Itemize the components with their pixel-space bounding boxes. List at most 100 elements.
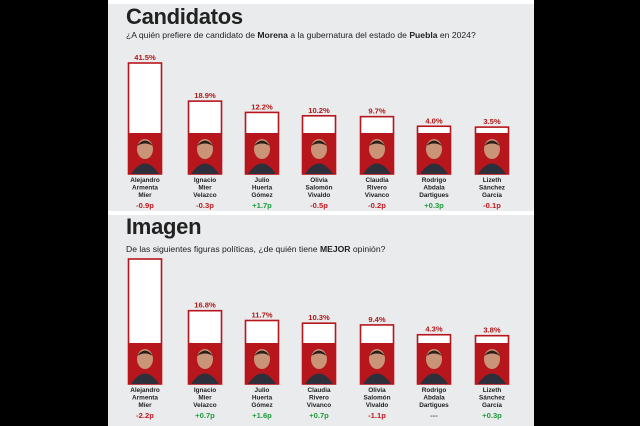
category-label: Huerta: [252, 185, 273, 192]
category-label: Mier: [198, 395, 212, 402]
change-label: -0.1p: [483, 201, 501, 210]
section-title-imagen: Imagen: [126, 214, 202, 239]
category-label: Dartigues: [419, 192, 449, 199]
category-label: Rodrigo: [422, 387, 447, 394]
hair-icon: [254, 350, 270, 356]
category-label: Mier: [138, 192, 152, 199]
hair-icon: [197, 350, 213, 356]
question-fragment: Morena: [257, 30, 288, 40]
category-label: Vivaldo: [366, 402, 389, 409]
person-silhouette-icon: [248, 163, 276, 174]
question-fragment: De las siguientes figuras políticas, ¿de…: [126, 244, 320, 254]
hair-icon: [426, 140, 442, 146]
category-label: Alejandro: [130, 387, 160, 394]
person-silhouette-icon: [478, 373, 506, 384]
category-label: Vivanco: [365, 192, 389, 199]
person-silhouette-icon: [420, 373, 448, 384]
category-label: Gómez: [251, 192, 272, 199]
value-label: 4.0%: [425, 116, 443, 125]
category-label: Dartigues: [419, 402, 449, 409]
person-silhouette-icon: [248, 373, 276, 384]
value-label: 9.7%: [368, 107, 386, 116]
category-label: Ignacio: [194, 177, 216, 184]
change-label: +0.3p: [482, 411, 502, 420]
change-label: +1.7p: [252, 201, 272, 210]
change-label: +0.7p: [309, 411, 329, 420]
category-label: Mier: [198, 185, 212, 192]
category-label: Salomón: [306, 185, 333, 192]
infographic-panel: Candidatos ¿A quién prefiere de candidat…: [108, 0, 534, 426]
hair-icon: [197, 140, 213, 146]
change-label: -0.9p: [136, 201, 154, 210]
question-fragment: ¿A quién prefiere de candidato de: [126, 30, 258, 40]
person-silhouette-icon: [363, 373, 391, 384]
category-label: Rodrigo: [422, 177, 447, 184]
person-silhouette-icon: [131, 163, 159, 174]
category-label: Vivanco: [307, 402, 331, 409]
category-label: Velazco: [193, 402, 217, 409]
category-label: Claudia: [365, 177, 389, 184]
category-label: Olivia: [310, 177, 328, 184]
section-question-imagen: De las siguientes figuras políticas, ¿de…: [126, 244, 385, 254]
hair-icon: [369, 140, 385, 146]
category-label: Vivaldo: [308, 192, 331, 199]
change-label: -0.3p: [196, 201, 214, 210]
value-label: 3.5%: [483, 117, 501, 126]
person-silhouette-icon: [131, 373, 159, 384]
value-label: 41.5%: [134, 53, 156, 62]
change-label: -1.1p: [368, 411, 386, 420]
value-label: 43.7%: [134, 256, 156, 258]
change-label: -2.2p: [136, 411, 154, 420]
value-label: 3.8%: [483, 326, 501, 335]
change-label: +0.3p: [424, 201, 444, 210]
question-fragment: MEJOR: [319, 244, 351, 254]
hair-icon: [311, 350, 327, 356]
question-fragment: en 2024?: [437, 30, 476, 40]
change-label: +0.7p: [195, 411, 215, 420]
hair-icon: [426, 350, 442, 356]
category-label: Lizeth: [483, 387, 502, 394]
section-separator: [108, 211, 534, 215]
change-label: -0.2p: [368, 201, 386, 210]
hair-icon: [254, 140, 270, 146]
category-label: Gómez: [251, 402, 272, 409]
value-label: 11.7%: [251, 311, 272, 320]
question-fragment: opinión?: [350, 244, 386, 254]
category-label: Huerta: [252, 395, 273, 402]
value-label: 10.2%: [308, 106, 330, 115]
category-label: Abdala: [423, 395, 445, 402]
hair-icon: [484, 140, 500, 146]
change-label: +1.6p: [252, 411, 272, 420]
category-label: Salomón: [364, 395, 391, 402]
value-label: 9.4%: [368, 315, 386, 324]
hair-icon: [484, 350, 500, 356]
chart-candidatos: 41.5%AlejandroArmentaMier-0.9p18.9%Ignac…: [127, 53, 510, 210]
category-label: Alejandro: [130, 177, 160, 184]
question-fragment: Puebla: [409, 30, 438, 40]
value-label: 4.3%: [425, 325, 443, 334]
section-title-candidatos: Candidatos: [126, 4, 243, 29]
change-label: ---: [430, 411, 438, 420]
person-silhouette-icon: [305, 373, 333, 384]
category-label: Julio: [255, 177, 270, 184]
category-label: Armenta: [132, 185, 158, 192]
category-label: Lizeth: [483, 177, 502, 184]
category-label: García: [482, 402, 502, 409]
chart-imagen: 43.7%AlejandroArmentaMier-2.2p16.8%Ignac…: [127, 256, 510, 420]
hair-icon: [369, 350, 385, 356]
category-label: Velazco: [193, 192, 217, 199]
category-label: Ignacio: [194, 387, 216, 394]
person-silhouette-icon: [478, 163, 506, 174]
person-silhouette-icon: [305, 163, 333, 174]
category-label: Armenta: [132, 395, 158, 402]
category-label: Rivero: [309, 395, 329, 402]
